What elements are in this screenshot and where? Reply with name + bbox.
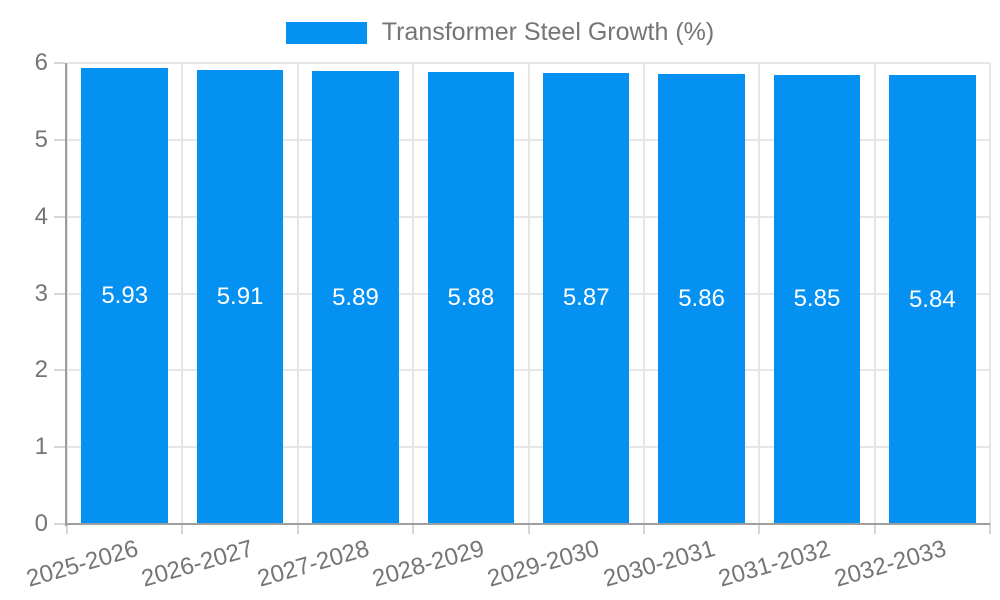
x-axis-tick-label: 2030-2031 <box>600 535 719 593</box>
x-tick-mark <box>66 524 68 534</box>
bar-value-label: 5.87 <box>562 284 610 312</box>
x-axis-tick-label: 2031-2032 <box>715 535 834 593</box>
y-tick-mark <box>54 138 65 141</box>
x-tick-mark <box>989 524 991 534</box>
bar: 5.84 <box>889 75 976 524</box>
y-axis-tick-label: 3 <box>34 279 48 307</box>
y-tick-mark <box>54 292 65 295</box>
x-axis-tick-label: 2026-2027 <box>138 535 257 593</box>
x-gridline <box>873 63 876 524</box>
x-tick-mark <box>758 524 761 534</box>
x-tick-mark <box>296 524 299 534</box>
x-gridline <box>412 63 415 524</box>
bar: 5.89 <box>312 71 399 524</box>
bar-value-label: 5.85 <box>793 285 841 313</box>
x-tick-mark <box>527 524 530 534</box>
x-axis-tick-label: 2029-2030 <box>484 535 603 593</box>
legend-label: Transformer Steel Growth (%) <box>381 18 715 46</box>
x-axis-tick-label: 2032-2033 <box>830 535 949 593</box>
y-axis-tick-label: 4 <box>34 202 48 230</box>
y-axis-tick-label: 6 <box>34 49 48 76</box>
bar-value-label: 5.89 <box>332 283 379 311</box>
x-tick-mark <box>642 524 645 534</box>
bar: 5.93 <box>81 68 168 524</box>
y-tick-mark <box>54 523 65 525</box>
bar: 5.91 <box>196 69 284 524</box>
y-tick-mark <box>54 369 65 372</box>
x-gridline <box>642 63 645 524</box>
x-axis-line <box>65 523 990 525</box>
bar-value-label: 5.93 <box>101 282 149 310</box>
x-gridline <box>181 63 184 524</box>
x-gridline <box>66 63 68 524</box>
x-gridline <box>989 63 991 524</box>
y-axis-line <box>65 63 67 526</box>
y-axis-tick-label: 5 <box>34 125 48 153</box>
x-gridline <box>758 63 761 524</box>
bar-value-label: 5.84 <box>908 285 956 313</box>
bar-value-label: 5.91 <box>216 282 264 310</box>
y-tick-mark <box>54 62 65 64</box>
x-tick-mark <box>873 524 876 534</box>
y-tick-mark <box>54 215 65 218</box>
y-axis-tick-label: 2 <box>34 356 48 384</box>
bar-value-label: 5.88 <box>447 284 495 312</box>
y-axis-tick-label: 0 <box>34 510 48 537</box>
x-gridline <box>527 63 530 524</box>
bar: 5.85 <box>773 74 861 524</box>
bar: 5.86 <box>658 73 745 524</box>
x-tick-mark <box>412 524 415 534</box>
bar: 5.88 <box>427 72 515 524</box>
y-tick-mark <box>54 446 65 449</box>
x-axis-tick-label: 2025-2026 <box>23 535 142 593</box>
bar-value-label: 5.86 <box>678 284 725 312</box>
x-axis-tick-label: 2027-2028 <box>254 535 372 593</box>
x-tick-mark <box>181 524 184 534</box>
y-axis-tick-label: 1 <box>34 433 48 461</box>
legend-swatch-icon <box>285 21 367 44</box>
bar: 5.87 <box>542 72 630 524</box>
x-gridline <box>296 63 299 524</box>
chart-legend: Transformer Steel Growth (%) <box>0 18 1000 47</box>
x-axis-tick-label: 2028-2029 <box>369 535 488 593</box>
